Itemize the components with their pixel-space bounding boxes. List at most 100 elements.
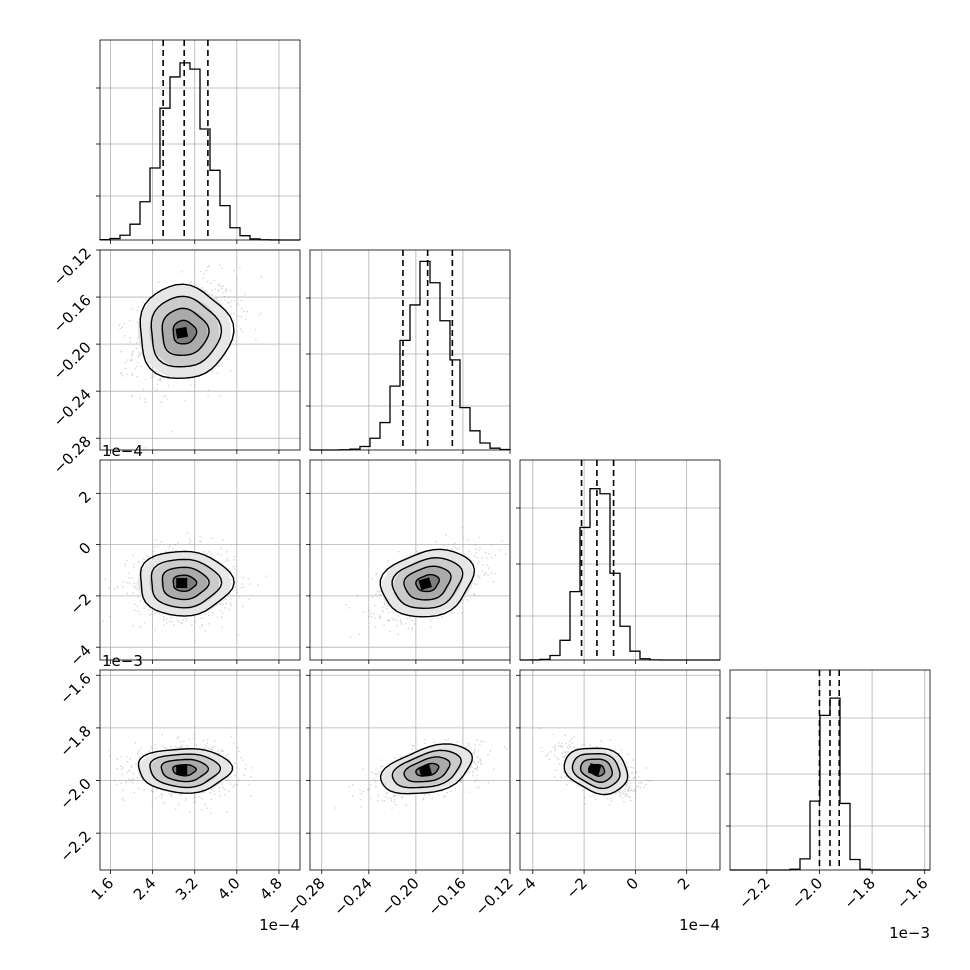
- histogram-1: [309, 260, 511, 451]
- x-tick-label: −0.12: [472, 874, 517, 919]
- contour-level-3: [139, 283, 235, 379]
- contour-level-0: [415, 762, 440, 777]
- y-tick-label: −0.16: [50, 291, 95, 336]
- y-tick-label: −0.20: [50, 338, 95, 383]
- y-tick-label: −2.2: [56, 827, 94, 865]
- scatter-points: [334, 738, 508, 809]
- scatter-content: [100, 733, 253, 814]
- y-tick-label: −0.24: [50, 385, 95, 430]
- y-tick-label: −1.6: [56, 669, 94, 707]
- x-offset-label: 1e−4: [259, 916, 300, 934]
- y-tick-label: −1.8: [56, 722, 94, 760]
- x-tick-label: 4.0: [214, 874, 244, 904]
- x-tick-label: −2: [563, 874, 591, 902]
- histogram-0: [99, 62, 301, 241]
- x-tick-label: −0.24: [330, 874, 375, 919]
- x-tick-label: −0.16: [425, 874, 470, 919]
- y-tick-label: −0.28: [50, 432, 95, 477]
- panel-frame: [99, 249, 301, 451]
- contour-level-0: [588, 763, 606, 777]
- contour-level-1: [403, 565, 452, 601]
- x-tick-label: −2.2: [735, 874, 773, 912]
- histogram-2: [519, 488, 720, 661]
- panel-frame: [309, 459, 511, 661]
- panel-frame: [309, 669, 511, 871]
- contour-level-3: [563, 747, 629, 796]
- scatter-content: [118, 264, 262, 449]
- x-tick-label: −0.28: [283, 874, 328, 919]
- contour-level-3: [379, 743, 474, 795]
- scatter-content: [539, 727, 651, 806]
- panel-frame: [99, 459, 301, 661]
- panel-frame: [519, 459, 721, 661]
- density-shading: [381, 549, 474, 617]
- scatter-points: [100, 733, 253, 814]
- contour-level-1: [579, 758, 613, 783]
- panel-frame: [309, 249, 511, 451]
- y-offset-label: 1e−4: [102, 442, 143, 460]
- y-tick-label: 2: [75, 487, 94, 506]
- x-tick-label: 2: [674, 874, 693, 893]
- contour-level-2: [150, 558, 223, 609]
- contour-level-2: [391, 749, 462, 789]
- contour-level-0: [415, 573, 441, 593]
- contour-level-3: [137, 747, 234, 794]
- hist-panel-1: [306, 249, 511, 454]
- contour-level-1: [161, 566, 210, 601]
- y-tick-label: −0.12: [50, 244, 95, 289]
- x-tick-label: −0.20: [377, 874, 422, 919]
- x-tick-label: −1.8: [840, 874, 878, 912]
- x-tick-label: −4: [511, 874, 539, 902]
- x-tick-label: 1.6: [88, 874, 118, 904]
- contour-level-1: [161, 307, 210, 356]
- scatter-content: [345, 526, 507, 638]
- hist-panel-0: [96, 39, 301, 244]
- x-tick-label: 0: [623, 874, 642, 893]
- x-tick-label: 3.2: [172, 874, 202, 904]
- contour-level-3: [139, 550, 235, 617]
- contour-level-0: [172, 574, 198, 593]
- x-tick-label: −2.0: [788, 874, 826, 912]
- x-tick-label: 2.4: [130, 874, 160, 904]
- contour-level-0: [172, 319, 198, 345]
- scatter-panel-1-0: [96, 249, 301, 454]
- contour-level-2: [149, 753, 222, 789]
- scatter-panel-3-0: [96, 669, 301, 874]
- y-offset-label: 1e−3: [102, 652, 143, 670]
- y-tick-label: 0: [75, 539, 94, 558]
- contour-level-2: [150, 295, 223, 368]
- scatter-panel-3-1: [306, 669, 511, 874]
- scatter-content: [334, 738, 508, 809]
- y-tick-label: −2: [66, 590, 94, 618]
- scatter-panel-2-0: [96, 459, 301, 664]
- scatter-panel-3-2: [516, 669, 721, 874]
- contours: [379, 743, 474, 795]
- contours: [379, 548, 476, 618]
- contours: [137, 747, 234, 794]
- density-peak: [176, 765, 188, 775]
- density-peak: [175, 326, 189, 339]
- x-offset-label: 1e−4: [679, 916, 720, 934]
- x-tick-label: 4.8: [256, 874, 286, 904]
- y-tick-label: −2.0: [56, 775, 94, 813]
- contours: [139, 283, 235, 379]
- panel-frame: [99, 669, 301, 871]
- panel-frame: [519, 669, 721, 871]
- y-tick-label: −4: [66, 641, 94, 669]
- contour-level-3: [379, 548, 476, 618]
- hist-panel-2: [516, 459, 721, 664]
- x-tick-label: −1.6: [893, 874, 931, 912]
- density-shading: [382, 745, 474, 795]
- contour-level-2: [571, 752, 621, 790]
- panel-frame: [729, 669, 931, 871]
- contours: [563, 747, 629, 796]
- scatter-panel-2-1: [306, 459, 511, 664]
- panel-frame: [99, 39, 301, 241]
- x-offset-label: 1e−3: [889, 924, 930, 942]
- scatter-content: [102, 532, 267, 636]
- density-peak: [418, 577, 432, 591]
- contour-level-2: [391, 557, 464, 610]
- contour-level-1: [403, 756, 451, 783]
- contours: [139, 550, 235, 617]
